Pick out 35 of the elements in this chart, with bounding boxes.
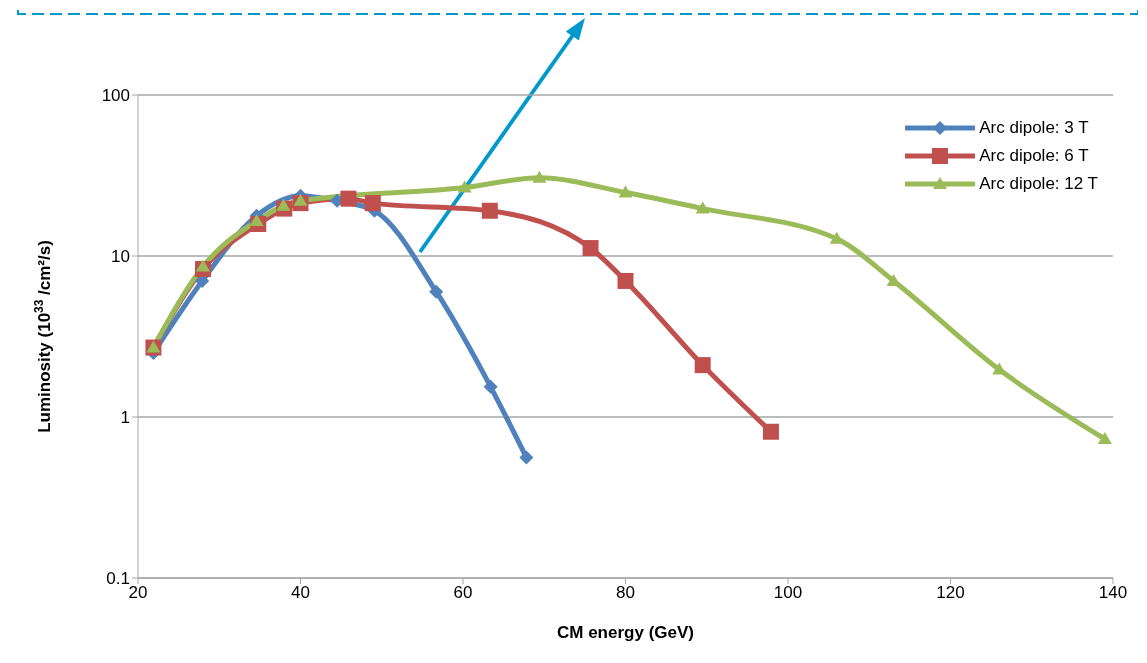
point (1097, 432, 1112, 445)
x-tick-label: 140 (1098, 583, 1128, 603)
legend-label: Arc dipole: 3 T (979, 118, 1089, 138)
point (483, 379, 498, 394)
point (276, 198, 291, 211)
point (582, 240, 599, 257)
x-tick-label: 60 (453, 583, 473, 603)
y-tick-label: 10 (111, 247, 130, 267)
point (364, 195, 381, 212)
legend-label: Arc dipole: 12 T (979, 174, 1098, 194)
x-tick-label: 80 (616, 583, 635, 603)
point (762, 423, 779, 440)
legend-label: Arc dipole: 6 T (979, 146, 1089, 166)
y-tick-label: 0.1 (106, 569, 130, 589)
x-axis-title: CM energy (GeV) (557, 623, 694, 642)
x-tick-label: 40 (291, 583, 310, 603)
x-tick-label: 20 (128, 583, 148, 603)
point (340, 190, 357, 207)
point (532, 170, 547, 183)
x-tick-label: 100 (773, 583, 803, 603)
point (618, 185, 633, 198)
point (293, 193, 308, 206)
x-tick-label: 120 (936, 583, 965, 603)
point (457, 180, 472, 193)
point (481, 202, 498, 219)
y-tick-label: 100 (101, 86, 130, 106)
point (617, 272, 634, 289)
point (694, 357, 711, 374)
y-tick-label: 1 (120, 408, 130, 428)
point (519, 450, 534, 465)
point (886, 273, 901, 286)
point (249, 213, 264, 226)
point (196, 259, 210, 272)
point (429, 284, 444, 299)
point (695, 201, 710, 214)
